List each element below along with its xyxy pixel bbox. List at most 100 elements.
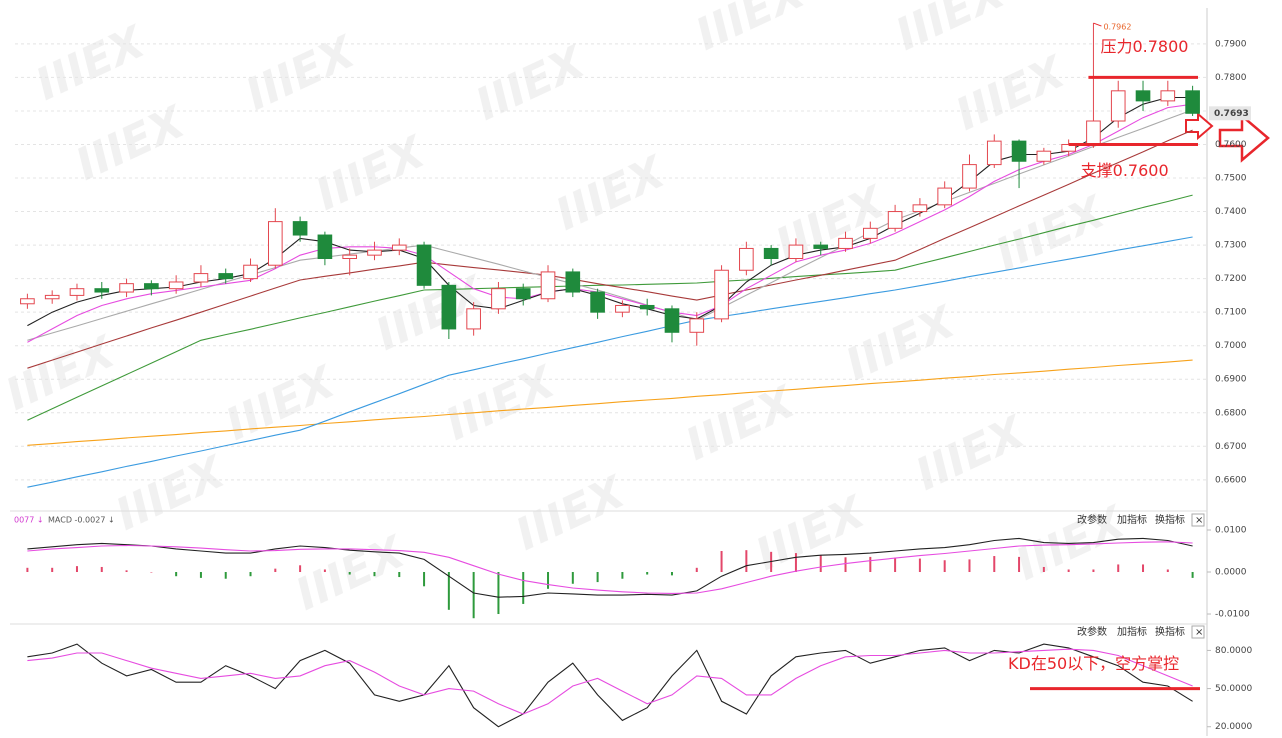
macd-bar [1117, 564, 1120, 573]
candle-body [937, 187, 953, 206]
candle-body [565, 271, 581, 293]
watermark: IIIEX [548, 146, 674, 241]
watermark: IIIEX [238, 26, 364, 121]
candle-body [441, 284, 457, 330]
button[interactable]: × [1195, 627, 1203, 638]
y-tick-label: 0.0100 [1215, 525, 1247, 535]
macd-bar [472, 572, 475, 619]
button-frame [1191, 513, 1205, 527]
candle-body [639, 304, 655, 310]
line [27, 236, 1193, 488]
macd-bar [670, 572, 673, 576]
macd-bar [745, 550, 748, 573]
macd-bar [596, 572, 599, 583]
y-tick-label: 0.7000 [1215, 341, 1247, 351]
candle-body [466, 308, 481, 330]
candle-body [1086, 120, 1101, 145]
macd-bar [150, 572, 153, 573]
y-tick-label: 0.7800 [1215, 73, 1247, 83]
watermark: IIIEX [838, 296, 964, 391]
macd-bar [869, 556, 872, 573]
macd-bar [1067, 569, 1070, 573]
candle-body [1036, 150, 1052, 162]
y-tick-label: 0.7100 [1215, 308, 1247, 318]
macd-bar [348, 572, 351, 575]
macd-bar [819, 555, 822, 573]
macd-bar [918, 558, 921, 573]
candle-body [1110, 90, 1126, 122]
candle-body [44, 294, 60, 300]
macd-bar [1166, 569, 1169, 573]
y-tick-label: 80.0000 [1215, 646, 1252, 656]
candle-body [515, 288, 531, 300]
button[interactable]: 换指标 [1155, 625, 1185, 638]
button[interactable]: 加指标 [1117, 625, 1147, 638]
y-tick-label: 0.6600 [1215, 475, 1247, 485]
macd-bar [224, 572, 227, 579]
candle-body [292, 221, 308, 236]
line [27, 643, 1193, 728]
macd-bar [398, 572, 401, 578]
legend-text: 0077 ↓ [14, 516, 44, 525]
candle-body [689, 318, 705, 333]
macd-bar [299, 565, 302, 573]
candle-body [193, 273, 209, 283]
line [27, 537, 1193, 598]
candle-body [20, 298, 35, 305]
button[interactable]: 换指标 [1155, 513, 1185, 526]
support-label: 支撑0.7600 [1081, 161, 1169, 180]
macd-bar [125, 570, 128, 573]
candle-body [69, 288, 85, 296]
last-price-label: 0.7693 [1214, 109, 1249, 119]
y-tick-label: 0.7400 [1215, 207, 1247, 217]
macd-bar [720, 551, 723, 573]
line [27, 541, 1193, 594]
y-tick-label: 0.6700 [1215, 442, 1247, 452]
macd-bar [323, 569, 326, 573]
macd-bar [26, 567, 29, 573]
arrow [1218, 113, 1270, 163]
macd-bar [423, 572, 426, 587]
candle-body [367, 249, 382, 256]
annotation: KD在50以下，空方掌控 [1008, 654, 1179, 673]
watermark: IIIEX [688, 0, 814, 61]
resistance-label: 压力0.7800 [1100, 37, 1188, 56]
candle-body [342, 254, 358, 260]
candle-body [491, 288, 506, 310]
candle-body [739, 247, 754, 271]
candle-body [94, 288, 110, 293]
button[interactable]: 加指标 [1117, 513, 1147, 526]
button[interactable]: 改参数 [1077, 513, 1107, 526]
candle-body [1160, 90, 1176, 102]
macd-bar [100, 566, 103, 573]
candle-body [813, 244, 829, 249]
max-label: 0.7962 [1103, 23, 1131, 32]
macd-bar [1042, 566, 1045, 573]
y-tick-label: 0.6900 [1215, 375, 1247, 385]
watermark: IIIEX [0, 326, 124, 421]
macd-bar [175, 572, 178, 577]
watermark: IIIEX [888, 0, 1014, 61]
macd-bar [646, 572, 649, 575]
macd-bar [274, 568, 277, 573]
macd-bar [621, 572, 624, 579]
candle-body [144, 283, 159, 290]
y-tick-label: 0.7300 [1215, 241, 1247, 251]
button[interactable]: 改参数 [1077, 625, 1107, 638]
candle-body [862, 227, 878, 239]
macd-bar [75, 566, 78, 573]
y-tick-label: 0.6800 [1215, 408, 1247, 418]
macd-bar [199, 572, 202, 578]
button[interactable]: × [1195, 515, 1203, 526]
watermark: IIIEX [468, 36, 594, 131]
max-marker [1093, 22, 1102, 27]
macd-bar [1018, 556, 1021, 573]
candle-body [267, 221, 283, 266]
line [27, 129, 1193, 369]
candle-body [664, 308, 680, 333]
macd-bar [1092, 569, 1095, 573]
last-price-box [1209, 106, 1251, 121]
candle-body [912, 204, 928, 213]
